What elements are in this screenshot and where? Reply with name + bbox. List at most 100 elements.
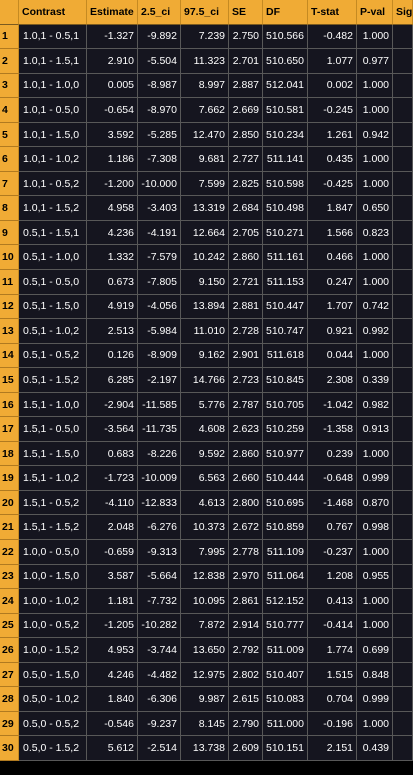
- column-header-se[interactable]: SE: [229, 0, 263, 25]
- column-header-ci-high[interactable]: 97.5_ci: [181, 0, 229, 25]
- cell-contrast[interactable]: 1.0,1 - 1.5,1: [19, 49, 87, 74]
- cell-sig[interactable]: [393, 270, 413, 295]
- cell-sig[interactable]: [393, 515, 413, 541]
- cell-ci-high[interactable]: 13.738: [181, 736, 229, 761]
- cell-sig[interactable]: [393, 343, 413, 369]
- cell-contrast[interactable]: 1.5,1 - 1.0,2: [19, 466, 87, 491]
- cell-se[interactable]: 2.860: [229, 245, 263, 271]
- cell-df[interactable]: 510.705: [263, 392, 308, 418]
- cell-t-stat[interactable]: -0.425: [308, 171, 357, 197]
- cell-estimate[interactable]: 0.005: [87, 73, 138, 99]
- cell-ci-low[interactable]: -4.056: [138, 294, 181, 320]
- cell-ci-high[interactable]: 7.662: [181, 98, 229, 123]
- cell-sig[interactable]: [393, 687, 413, 712]
- row-index[interactable]: 25: [0, 613, 19, 639]
- column-header-df[interactable]: DF: [263, 0, 308, 25]
- cell-sig[interactable]: [393, 638, 413, 663]
- cell-ci-high[interactable]: 7.872: [181, 613, 229, 639]
- cell-p-val[interactable]: 1.000: [357, 270, 393, 295]
- cell-df[interactable]: 510.444: [263, 466, 308, 491]
- cell-df[interactable]: 510.777: [263, 613, 308, 639]
- cell-sig[interactable]: [393, 711, 413, 737]
- cell-ci-high[interactable]: 7.239: [181, 24, 229, 50]
- row-index[interactable]: 6: [0, 147, 19, 172]
- cell-estimate[interactable]: 1.332: [87, 245, 138, 271]
- cell-se[interactable]: 2.615: [229, 687, 263, 712]
- cell-estimate[interactable]: 0.126: [87, 343, 138, 369]
- cell-ci-low[interactable]: -5.504: [138, 49, 181, 74]
- cell-sig[interactable]: [393, 613, 413, 639]
- cell-contrast[interactable]: 0.5,1 - 1.0,2: [19, 319, 87, 344]
- cell-se[interactable]: 2.887: [229, 73, 263, 99]
- cell-df[interactable]: 510.977: [263, 441, 308, 467]
- cell-ci-high[interactable]: 13.319: [181, 196, 229, 221]
- cell-df[interactable]: 510.498: [263, 196, 308, 221]
- cell-estimate[interactable]: -2.904: [87, 392, 138, 418]
- cell-contrast[interactable]: 0.5,1 - 1.5,1: [19, 220, 87, 246]
- row-index[interactable]: 19: [0, 466, 19, 491]
- cell-ci-high[interactable]: 13.894: [181, 294, 229, 320]
- cell-ci-low[interactable]: -5.984: [138, 319, 181, 344]
- cell-t-stat[interactable]: -0.414: [308, 613, 357, 639]
- cell-contrast[interactable]: 0.5,1 - 1.0,0: [19, 245, 87, 271]
- row-index[interactable]: 28: [0, 687, 19, 712]
- cell-df[interactable]: 511.109: [263, 540, 308, 565]
- cell-df[interactable]: 510.407: [263, 662, 308, 688]
- cell-p-val[interactable]: 0.848: [357, 662, 393, 688]
- cell-p-val[interactable]: 1.000: [357, 540, 393, 565]
- cell-estimate[interactable]: 0.673: [87, 270, 138, 295]
- cell-df[interactable]: 510.259: [263, 417, 308, 442]
- cell-t-stat[interactable]: 0.466: [308, 245, 357, 271]
- cell-estimate[interactable]: -0.546: [87, 711, 138, 737]
- cell-p-val[interactable]: 0.823: [357, 220, 393, 246]
- row-index[interactable]: 10: [0, 245, 19, 271]
- column-header-sig[interactable]: Sig: [393, 0, 413, 25]
- column-header-p-val[interactable]: P-val: [357, 0, 393, 25]
- cell-p-val[interactable]: 0.913: [357, 417, 393, 442]
- cell-se[interactable]: 2.660: [229, 466, 263, 491]
- cell-df[interactable]: 510.447: [263, 294, 308, 320]
- cell-p-val[interactable]: 0.999: [357, 687, 393, 712]
- cell-df[interactable]: 511.161: [263, 245, 308, 271]
- cell-se[interactable]: 2.672: [229, 515, 263, 541]
- cell-ci-high[interactable]: 10.095: [181, 589, 229, 614]
- cell-sig[interactable]: [393, 98, 413, 123]
- cell-p-val[interactable]: 1.000: [357, 73, 393, 99]
- cell-t-stat[interactable]: 0.704: [308, 687, 357, 712]
- cell-ci-low[interactable]: -2.514: [138, 736, 181, 761]
- cell-contrast[interactable]: 1.5,1 - 0.5,0: [19, 417, 87, 442]
- cell-sig[interactable]: [393, 24, 413, 50]
- cell-ci-high[interactable]: 5.776: [181, 392, 229, 418]
- cell-ci-high[interactable]: 11.323: [181, 49, 229, 74]
- cell-t-stat[interactable]: 0.413: [308, 589, 357, 614]
- cell-p-val[interactable]: 0.977: [357, 49, 393, 74]
- column-header-contrast[interactable]: Contrast: [19, 0, 87, 25]
- cell-sig[interactable]: [393, 147, 413, 172]
- cell-ci-low[interactable]: -8.909: [138, 343, 181, 369]
- cell-ci-high[interactable]: 8.145: [181, 711, 229, 737]
- cell-p-val[interactable]: 0.982: [357, 392, 393, 418]
- cell-se[interactable]: 2.778: [229, 540, 263, 565]
- cell-sig[interactable]: [393, 441, 413, 467]
- cell-se[interactable]: 2.802: [229, 662, 263, 688]
- cell-t-stat[interactable]: -1.468: [308, 490, 357, 516]
- cell-contrast[interactable]: 0.5,1 - 0.5,2: [19, 343, 87, 369]
- cell-contrast[interactable]: 1.5,1 - 1.5,0: [19, 441, 87, 467]
- row-index[interactable]: 13: [0, 319, 19, 344]
- cell-contrast[interactable]: 1.0,1 - 1.0,0: [19, 73, 87, 99]
- cell-t-stat[interactable]: 0.044: [308, 343, 357, 369]
- row-index[interactable]: 5: [0, 122, 19, 148]
- cell-estimate[interactable]: 4.246: [87, 662, 138, 688]
- cell-p-val[interactable]: 0.942: [357, 122, 393, 148]
- cell-sig[interactable]: [393, 662, 413, 688]
- cell-contrast[interactable]: 0.5,1 - 1.5,0: [19, 294, 87, 320]
- cell-t-stat[interactable]: 1.208: [308, 564, 357, 590]
- row-index[interactable]: 26: [0, 638, 19, 663]
- cell-ci-high[interactable]: 12.975: [181, 662, 229, 688]
- cell-ci-low[interactable]: -11.735: [138, 417, 181, 442]
- cell-sig[interactable]: [393, 466, 413, 491]
- cell-ci-high[interactable]: 7.599: [181, 171, 229, 197]
- row-index[interactable]: 20: [0, 490, 19, 516]
- cell-ci-low[interactable]: -10.009: [138, 466, 181, 491]
- cell-estimate[interactable]: -1.327: [87, 24, 138, 50]
